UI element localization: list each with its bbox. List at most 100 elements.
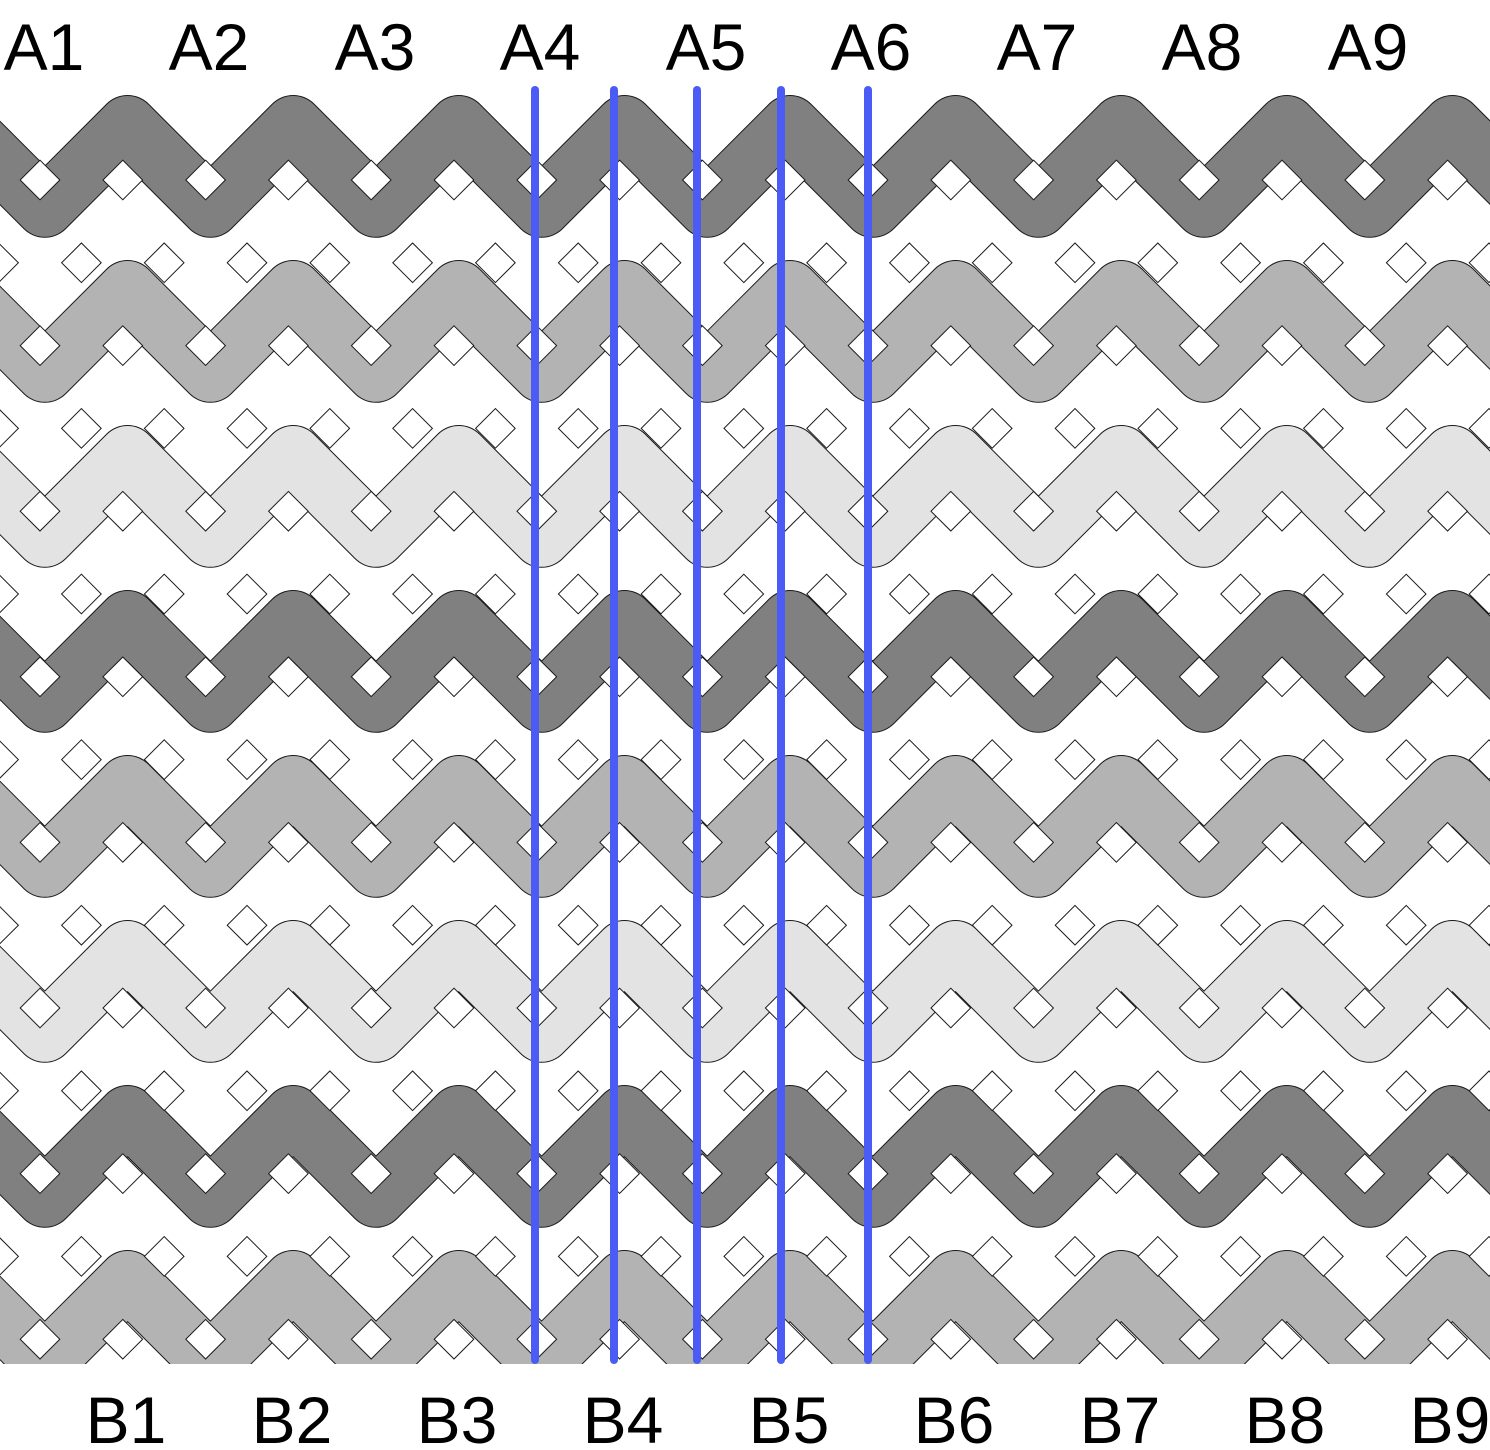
weave-gap xyxy=(433,1318,475,1360)
weave-gap xyxy=(1261,1318,1303,1360)
weave-gap xyxy=(185,325,227,367)
weave-gap xyxy=(1095,656,1137,698)
weave-gap xyxy=(1344,1153,1386,1195)
weave-gap xyxy=(309,407,351,449)
weave-gap xyxy=(1302,904,1344,946)
weave-gap xyxy=(1427,1153,1469,1195)
weave-gap xyxy=(723,573,765,615)
weave-gap xyxy=(888,1235,930,1277)
weave-gap xyxy=(19,1318,61,1360)
weave-gap xyxy=(557,1070,599,1112)
label-b8: B8 xyxy=(1245,1383,1326,1450)
weave-gap xyxy=(60,242,102,284)
weave-gap xyxy=(60,407,102,449)
weave-gap xyxy=(806,739,848,781)
weave-gap xyxy=(226,739,268,781)
weave-gap xyxy=(350,987,392,1029)
weave-gap xyxy=(1013,490,1055,532)
weave-gap xyxy=(1178,159,1220,201)
label-a6: A6 xyxy=(831,10,912,84)
label-a1: A1 xyxy=(4,10,85,84)
weave-gap xyxy=(267,159,309,201)
weave-gap xyxy=(1468,739,1490,781)
weave-gap xyxy=(1261,159,1303,201)
weave-gap xyxy=(102,325,144,367)
weave-gap xyxy=(226,1235,268,1277)
weave-gap xyxy=(1302,1070,1344,1112)
weave-gap xyxy=(474,1235,516,1277)
weave-gap xyxy=(1095,490,1137,532)
weave-gap xyxy=(350,656,392,698)
strand-dark xyxy=(0,96,1490,237)
weave-gap xyxy=(309,1070,351,1112)
weave-gap xyxy=(557,904,599,946)
weave-gap xyxy=(1427,325,1469,367)
weave-gap xyxy=(888,1070,930,1112)
weave-gap xyxy=(1344,1318,1386,1360)
weave-gap xyxy=(640,1070,682,1112)
weave-gap xyxy=(681,325,723,367)
weave-gap xyxy=(1261,656,1303,698)
weave-gap xyxy=(1095,1153,1137,1195)
weave-gap xyxy=(0,242,20,284)
weave-gap xyxy=(143,407,185,449)
weave-gap xyxy=(267,1153,309,1195)
weave-gap xyxy=(433,656,475,698)
weave-gap xyxy=(806,904,848,946)
weave-gap xyxy=(1178,1153,1220,1195)
weave-gap xyxy=(392,242,434,284)
weave-gap xyxy=(433,821,475,863)
weave-gap xyxy=(19,821,61,863)
weave-gap xyxy=(474,1070,516,1112)
weave-gap xyxy=(1344,490,1386,532)
weave-gap xyxy=(1385,407,1427,449)
weave-gap xyxy=(433,1153,475,1195)
weave-gap xyxy=(1095,1318,1137,1360)
weave-gap xyxy=(350,159,392,201)
weave-gap xyxy=(433,159,475,201)
weave-gap xyxy=(1261,987,1303,1029)
weave-gap xyxy=(1302,242,1344,284)
weave-gap xyxy=(19,490,61,532)
weave-gap xyxy=(185,1153,227,1195)
weave-gap xyxy=(1468,1070,1490,1112)
weave-gap xyxy=(1344,325,1386,367)
weave-gap xyxy=(930,1153,972,1195)
weave-gap xyxy=(474,407,516,449)
weave-gap xyxy=(723,407,765,449)
weave-gap xyxy=(350,1153,392,1195)
weave-gap xyxy=(971,1235,1013,1277)
label-b3: B3 xyxy=(417,1383,498,1450)
weave-gap xyxy=(723,242,765,284)
weave-gap xyxy=(764,1318,806,1360)
weave-gap xyxy=(1468,573,1490,615)
weave-gap xyxy=(1385,904,1427,946)
weave-gap xyxy=(1013,325,1055,367)
weave-gap xyxy=(1385,242,1427,284)
weave-gap xyxy=(1095,987,1137,1029)
weave-gap xyxy=(392,1070,434,1112)
weave-gap xyxy=(1013,159,1055,201)
weave-gap xyxy=(0,739,20,781)
weave-gap xyxy=(19,325,61,367)
weave-gap xyxy=(60,1070,102,1112)
bottom-labels: B1 B2 B3 B4 B5 B6 B7 B8 B9 xyxy=(86,1383,1490,1450)
weave-gap xyxy=(930,159,972,201)
weave-gap xyxy=(1137,904,1179,946)
weave-gap xyxy=(309,242,351,284)
weave-gap xyxy=(971,573,1013,615)
weave-gap xyxy=(681,1318,723,1360)
label-b7: B7 xyxy=(1080,1383,1161,1450)
weave-gap xyxy=(1137,1070,1179,1112)
weave-gap xyxy=(350,821,392,863)
weave-gap xyxy=(143,1235,185,1277)
weave-gap xyxy=(433,987,475,1029)
label-b2: B2 xyxy=(252,1383,333,1450)
weave-gap xyxy=(1054,904,1096,946)
label-a4: A4 xyxy=(500,10,581,84)
weave-gap xyxy=(392,739,434,781)
weave-gap xyxy=(599,325,641,367)
weave-gap xyxy=(0,407,20,449)
weave-gap xyxy=(0,1070,20,1112)
